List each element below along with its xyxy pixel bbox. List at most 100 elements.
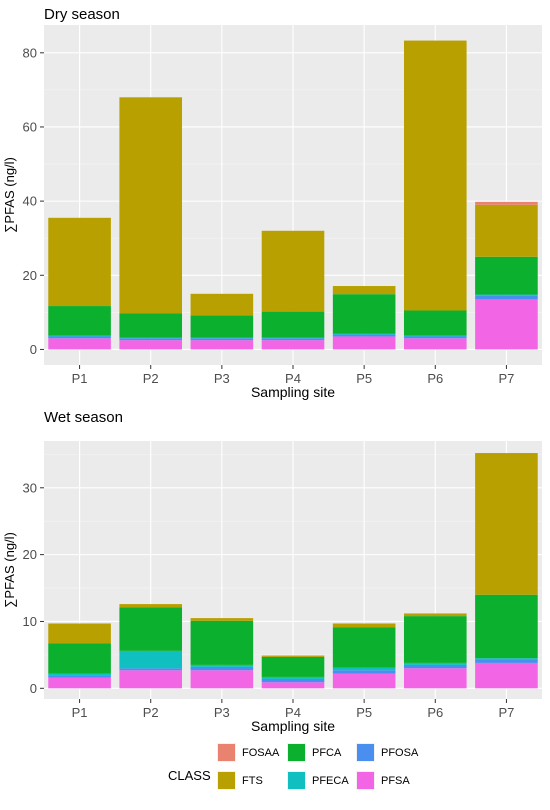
y-axis-label: ∑PFAS (ng/l) [2,157,17,233]
bar-pfca-p4 [261,311,325,338]
bar-pfsa-p1 [48,677,111,689]
y-tick-label: 0 [30,681,37,696]
y-tick-label: 40 [23,194,37,209]
bar-pfca-p2 [119,607,183,651]
bar-fts-p3 [190,618,254,621]
legend-key-fosaa [218,744,235,761]
x-tick-label: P1 [72,371,88,386]
bar-pfosa-p1 [48,675,111,678]
bar-pfca-p1 [48,643,111,674]
bar-fts-p1 [48,217,111,307]
bar-pfsa-p7 [475,299,538,350]
bar-pfosa-p2 [119,338,183,341]
bar-fts-p5 [332,286,396,295]
bar-pfsa-p4 [261,340,325,350]
bar-pfsa-p4 [261,682,325,689]
bar-pfeca-p5 [332,667,396,671]
bar-pfeca-p2 [119,650,183,669]
bar-pfosa-p4 [261,338,325,341]
bar-pfsa-p5 [332,336,396,350]
bar-pfca-p2 [119,313,183,338]
bar-pfosa-p7 [475,295,538,300]
bar-pfosa-p6 [403,664,467,669]
bar-pfosa-p3 [190,338,254,341]
bar-pfosa-p1 [48,336,111,339]
bar-pfsa-p6 [403,668,467,689]
bar-pfeca-p1 [48,673,111,676]
legend-label-fts: FTS [242,775,263,787]
x-tick-label: P3 [214,371,230,386]
y-tick-label: 80 [23,45,37,60]
bar-pfca-p3 [190,315,254,338]
bar-pfca-p7 [475,256,538,295]
bar-pfca-p3 [190,620,254,665]
legend-label-pfca: PFCA [312,747,342,759]
bar-pfca-p5 [332,294,396,334]
bar-fts-p4 [261,655,325,657]
bar-fts-p6 [403,613,467,617]
bar-pfosa-p7 [475,659,538,663]
bar-pfca-p4 [261,656,325,677]
bar-pfeca-p2 [119,337,183,339]
bar-pfeca-p6 [403,335,467,337]
bar-pfosa-p4 [261,678,325,683]
bar-pfeca-p1 [48,335,111,337]
bar-pfsa-p3 [190,670,254,689]
bar-pfeca-p3 [190,337,254,339]
x-tick-label: P2 [143,705,159,720]
y-tick-label: 30 [23,480,37,495]
bar-pfsa-p3 [190,340,254,350]
legend-title: CLASS [168,768,211,783]
bar-fts-p7 [475,453,538,595]
x-tick-label: P4 [285,371,301,386]
bar-fts-p1 [48,623,111,644]
y-tick-label: 20 [23,547,37,562]
bar-pfosa-p5 [332,670,396,674]
bar-pfeca-p4 [261,676,325,679]
y-tick-label: 20 [23,268,37,283]
bar-fts-p6 [403,40,467,311]
x-tick-label: P4 [285,705,301,720]
bar-pfeca-p7 [475,658,538,660]
legend-label-fosaa: FOSAA [242,747,280,759]
bar-pfsa-p2 [119,670,183,689]
bar-pfeca-p5 [332,333,396,335]
legend-key-pfosa [357,744,374,761]
legend-key-pfca [288,744,305,761]
bar-pfosa-p3 [190,666,254,671]
bar-pfsa-p5 [332,673,396,689]
x-tick-label: P6 [427,371,443,386]
y-tick-label: 60 [23,119,37,134]
legend-label-pfsa: PFSA [381,775,410,787]
y-tick-label: 10 [23,614,37,629]
bar-pfeca-p3 [190,664,254,667]
x-axis-label: Sampling site [251,718,335,734]
bar-pfsa-p6 [403,338,467,350]
legend-key-pfeca [288,772,305,789]
x-tick-label: P2 [143,371,159,386]
bar-pfosa-p6 [403,336,467,339]
x-tick-label: P7 [498,371,514,386]
bar-fts-p2 [119,97,183,314]
y-axis-label: ∑PFAS (ng/l) [2,532,17,608]
x-tick-label: P3 [214,705,230,720]
bar-pfsa-p7 [475,662,538,689]
bar-pfosa-p5 [332,334,396,337]
bar-pfeca-p4 [261,337,325,339]
legend-key-fts [218,772,235,789]
panel-wet: 0 10 20 30 P1 P2 P3 P4 P5 P6 P7 Sampling site ∑PFAS … [2,409,542,734]
bar-pfeca-p6 [403,662,467,665]
bar-pfosa-p2 [119,668,183,671]
bar-fts-p3 [190,293,254,316]
bar-pfca-p7 [475,594,538,659]
bar-fosaa-p7 [475,201,538,205]
bar-fts-p5 [332,623,396,628]
bar-pfca-p6 [403,310,467,336]
panel-dry: 0 20 40 60 80 P1 P2 P3 P4 P5 P6 P7 Sampling site ∑PFA… [2,6,542,400]
x-axis-label: Sampling site [251,384,335,400]
bar-pfca-p6 [403,616,467,663]
bar-pfsa-p2 [119,340,183,350]
x-tick-label: P6 [427,705,443,720]
